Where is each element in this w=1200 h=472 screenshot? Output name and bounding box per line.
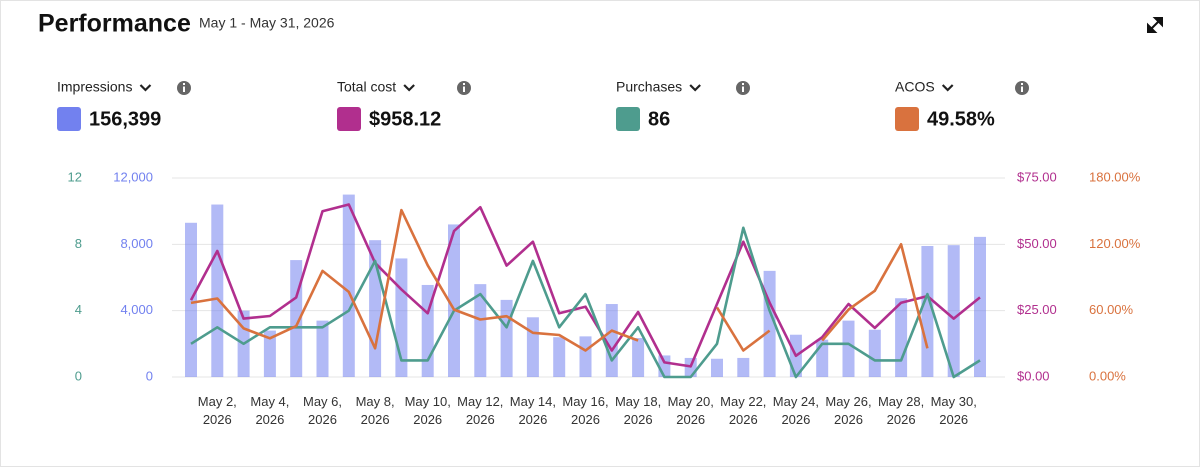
bar (737, 357, 750, 377)
x-tick-label: May 2, 2026 (198, 394, 237, 427)
y-tick-label: $75.00 (1017, 169, 1057, 184)
y-tick-label: 8 (75, 236, 82, 251)
bar (711, 358, 723, 377)
bar (342, 194, 355, 377)
dropdown-chevron (403, 84, 415, 92)
y-tick-label: 8,000 (120, 236, 153, 251)
x-tick-label: May 30, 2026 (931, 394, 977, 427)
info-bar (742, 86, 744, 92)
x-tick-label: May 8, 2026 (356, 394, 395, 427)
x-tick-label: May 12, 2026 (457, 394, 503, 427)
bar (868, 329, 881, 377)
x-tick-label: May 16, 2026 (562, 394, 608, 427)
info-dot (463, 83, 465, 85)
y-tick-label: 120.00% (1089, 236, 1141, 251)
y-tick-label: 12,000 (113, 169, 153, 184)
legend-label: Purchases (616, 79, 682, 95)
x-tick-label: May 10, 2026 (405, 394, 451, 427)
y-tick-label: 4 (75, 302, 82, 317)
bar (500, 299, 513, 377)
x-tick-label: May 26, 2026 (825, 394, 871, 427)
bar (605, 304, 618, 377)
x-tick-label: May 24, 2026 (773, 394, 819, 427)
y-tick-label: 0 (146, 368, 153, 383)
legend-label: Total cost (337, 79, 396, 95)
bar (842, 320, 855, 377)
bar (211, 204, 224, 377)
metric-card[interactable]: Total cost $958.12 (337, 79, 471, 131)
metric-total: 86 (648, 108, 670, 130)
bar (553, 337, 566, 377)
bar (658, 355, 671, 377)
info-dot (183, 83, 185, 85)
line-series (190, 226, 981, 379)
legend-swatch (895, 107, 919, 131)
title: Performance (38, 10, 191, 38)
info-dot (742, 83, 744, 85)
x-tick-label: May 28, 2026 (878, 394, 924, 427)
legend-label: Impressions (57, 79, 132, 95)
y-tick-label: 12 (68, 169, 82, 184)
info-bar (183, 86, 185, 92)
dropdown-chevron (139, 84, 152, 92)
bar (974, 236, 986, 377)
x-tick-label: May 20, 2026 (668, 394, 714, 427)
x-tick-label: May 6, 2026 (303, 394, 342, 427)
bar (895, 298, 908, 377)
legend-swatch (616, 107, 640, 131)
y-tick-label: $0.00 (1017, 368, 1050, 383)
x-tick-label: May 14, 2026 (510, 394, 556, 427)
y-tick-label: $50.00 (1017, 236, 1057, 251)
bar (632, 338, 645, 377)
y-tick-label: 180.00% (1089, 169, 1141, 184)
bar (474, 284, 487, 377)
y-tick-label: 4,000 (120, 302, 153, 317)
metric-card[interactable]: Impressions 156,399 (57, 79, 191, 131)
metric-total: $958.12 (369, 108, 441, 130)
info-bar (1021, 86, 1023, 92)
bar (448, 224, 460, 377)
legend-swatch (337, 107, 361, 131)
x-tick-label: May 22, 2026 (720, 394, 766, 427)
info-bar (463, 86, 465, 92)
y-tick-label: 0 (75, 368, 82, 383)
bar (921, 245, 934, 377)
y-tick-label: $25.00 (1017, 302, 1057, 317)
y-tick-label: 0.00% (1089, 368, 1126, 383)
expand-icon[interactable] (1147, 17, 1163, 33)
dropdown-chevron (941, 84, 954, 92)
line-series (190, 208, 929, 352)
bar (316, 320, 329, 377)
y-tick-label: 60.00% (1089, 302, 1134, 317)
date-range: May 1 - May 31, 2026 (199, 15, 335, 31)
metric-total: 49.58% (927, 108, 995, 130)
legend-swatch (57, 107, 81, 131)
metric-total: 156,399 (89, 108, 161, 130)
info-dot (1021, 83, 1023, 85)
bar (526, 317, 539, 377)
metric-card[interactable]: Purchases 86 (616, 79, 750, 131)
bar (263, 330, 276, 377)
bar (579, 336, 592, 377)
line-series (189, 203, 981, 368)
legend-label: ACOS (895, 79, 935, 95)
bar (947, 245, 960, 377)
metric-card[interactable]: ACOS 49.58% (895, 79, 1029, 131)
dropdown-chevron (689, 84, 701, 92)
x-tick-label: May 4, 2026 (250, 394, 289, 427)
x-tick-label: May 18, 2026 (615, 394, 661, 427)
